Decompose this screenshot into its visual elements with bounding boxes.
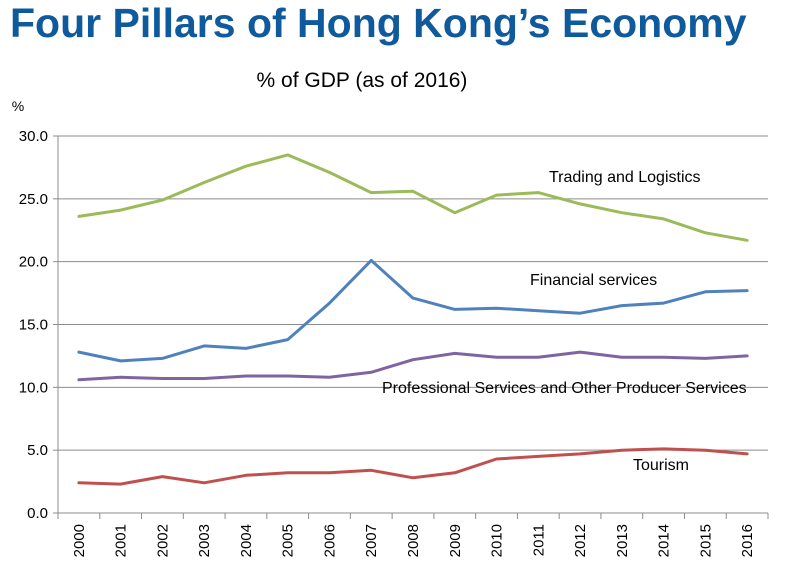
x-tick-label: 2002 <box>154 524 171 557</box>
x-tick-label: 2004 <box>238 524 255 557</box>
y-axis-unit-label: % <box>12 98 24 114</box>
y-tick-label: 5.0 <box>27 442 48 459</box>
x-tick-label: 2011 <box>530 524 547 556</box>
series-line-3 <box>77 350 749 382</box>
series-label: Financial services <box>530 272 657 289</box>
page-title: Four Pillars of Hong Kong’s Economy <box>10 0 747 46</box>
y-tick-label: 0.0 <box>27 505 48 522</box>
x-tick-label: 2007 <box>363 524 380 557</box>
x-tick-label: 2012 <box>572 524 589 557</box>
x-tick-label: 2001 <box>113 524 130 557</box>
x-tick-label: 2010 <box>489 524 506 557</box>
x-tick-label: 2013 <box>614 524 631 557</box>
series-label: Trading and Logistics <box>549 169 701 186</box>
series-line-1 <box>77 153 749 242</box>
x-tick-label: 2016 <box>739 524 756 557</box>
series-label: Tourism <box>633 457 689 474</box>
series-label: Professional Services and Other Producer… <box>382 380 747 397</box>
x-tick-label: 2006 <box>321 524 338 557</box>
y-tick-label: 20.0 <box>19 254 48 271</box>
chart-title: % of GDP (as of 2016) <box>257 69 468 92</box>
y-tick-label: 15.0 <box>19 317 48 334</box>
x-tick-label: 2008 <box>405 524 422 557</box>
y-tick-label: 25.0 <box>19 191 48 208</box>
y-tick-label: 10.0 <box>19 379 48 396</box>
series-line-2 <box>77 258 749 363</box>
x-tick-label: 2003 <box>196 524 213 557</box>
x-tick-label: 2005 <box>280 524 297 557</box>
x-tick-label: 2009 <box>447 524 464 557</box>
x-tick-label: 2000 <box>71 524 88 557</box>
x-tick-label: 2014 <box>656 524 673 557</box>
y-tick-label: 30.0 <box>19 128 48 145</box>
x-tick-label: 2015 <box>697 524 714 557</box>
series-line-4 <box>77 447 749 486</box>
